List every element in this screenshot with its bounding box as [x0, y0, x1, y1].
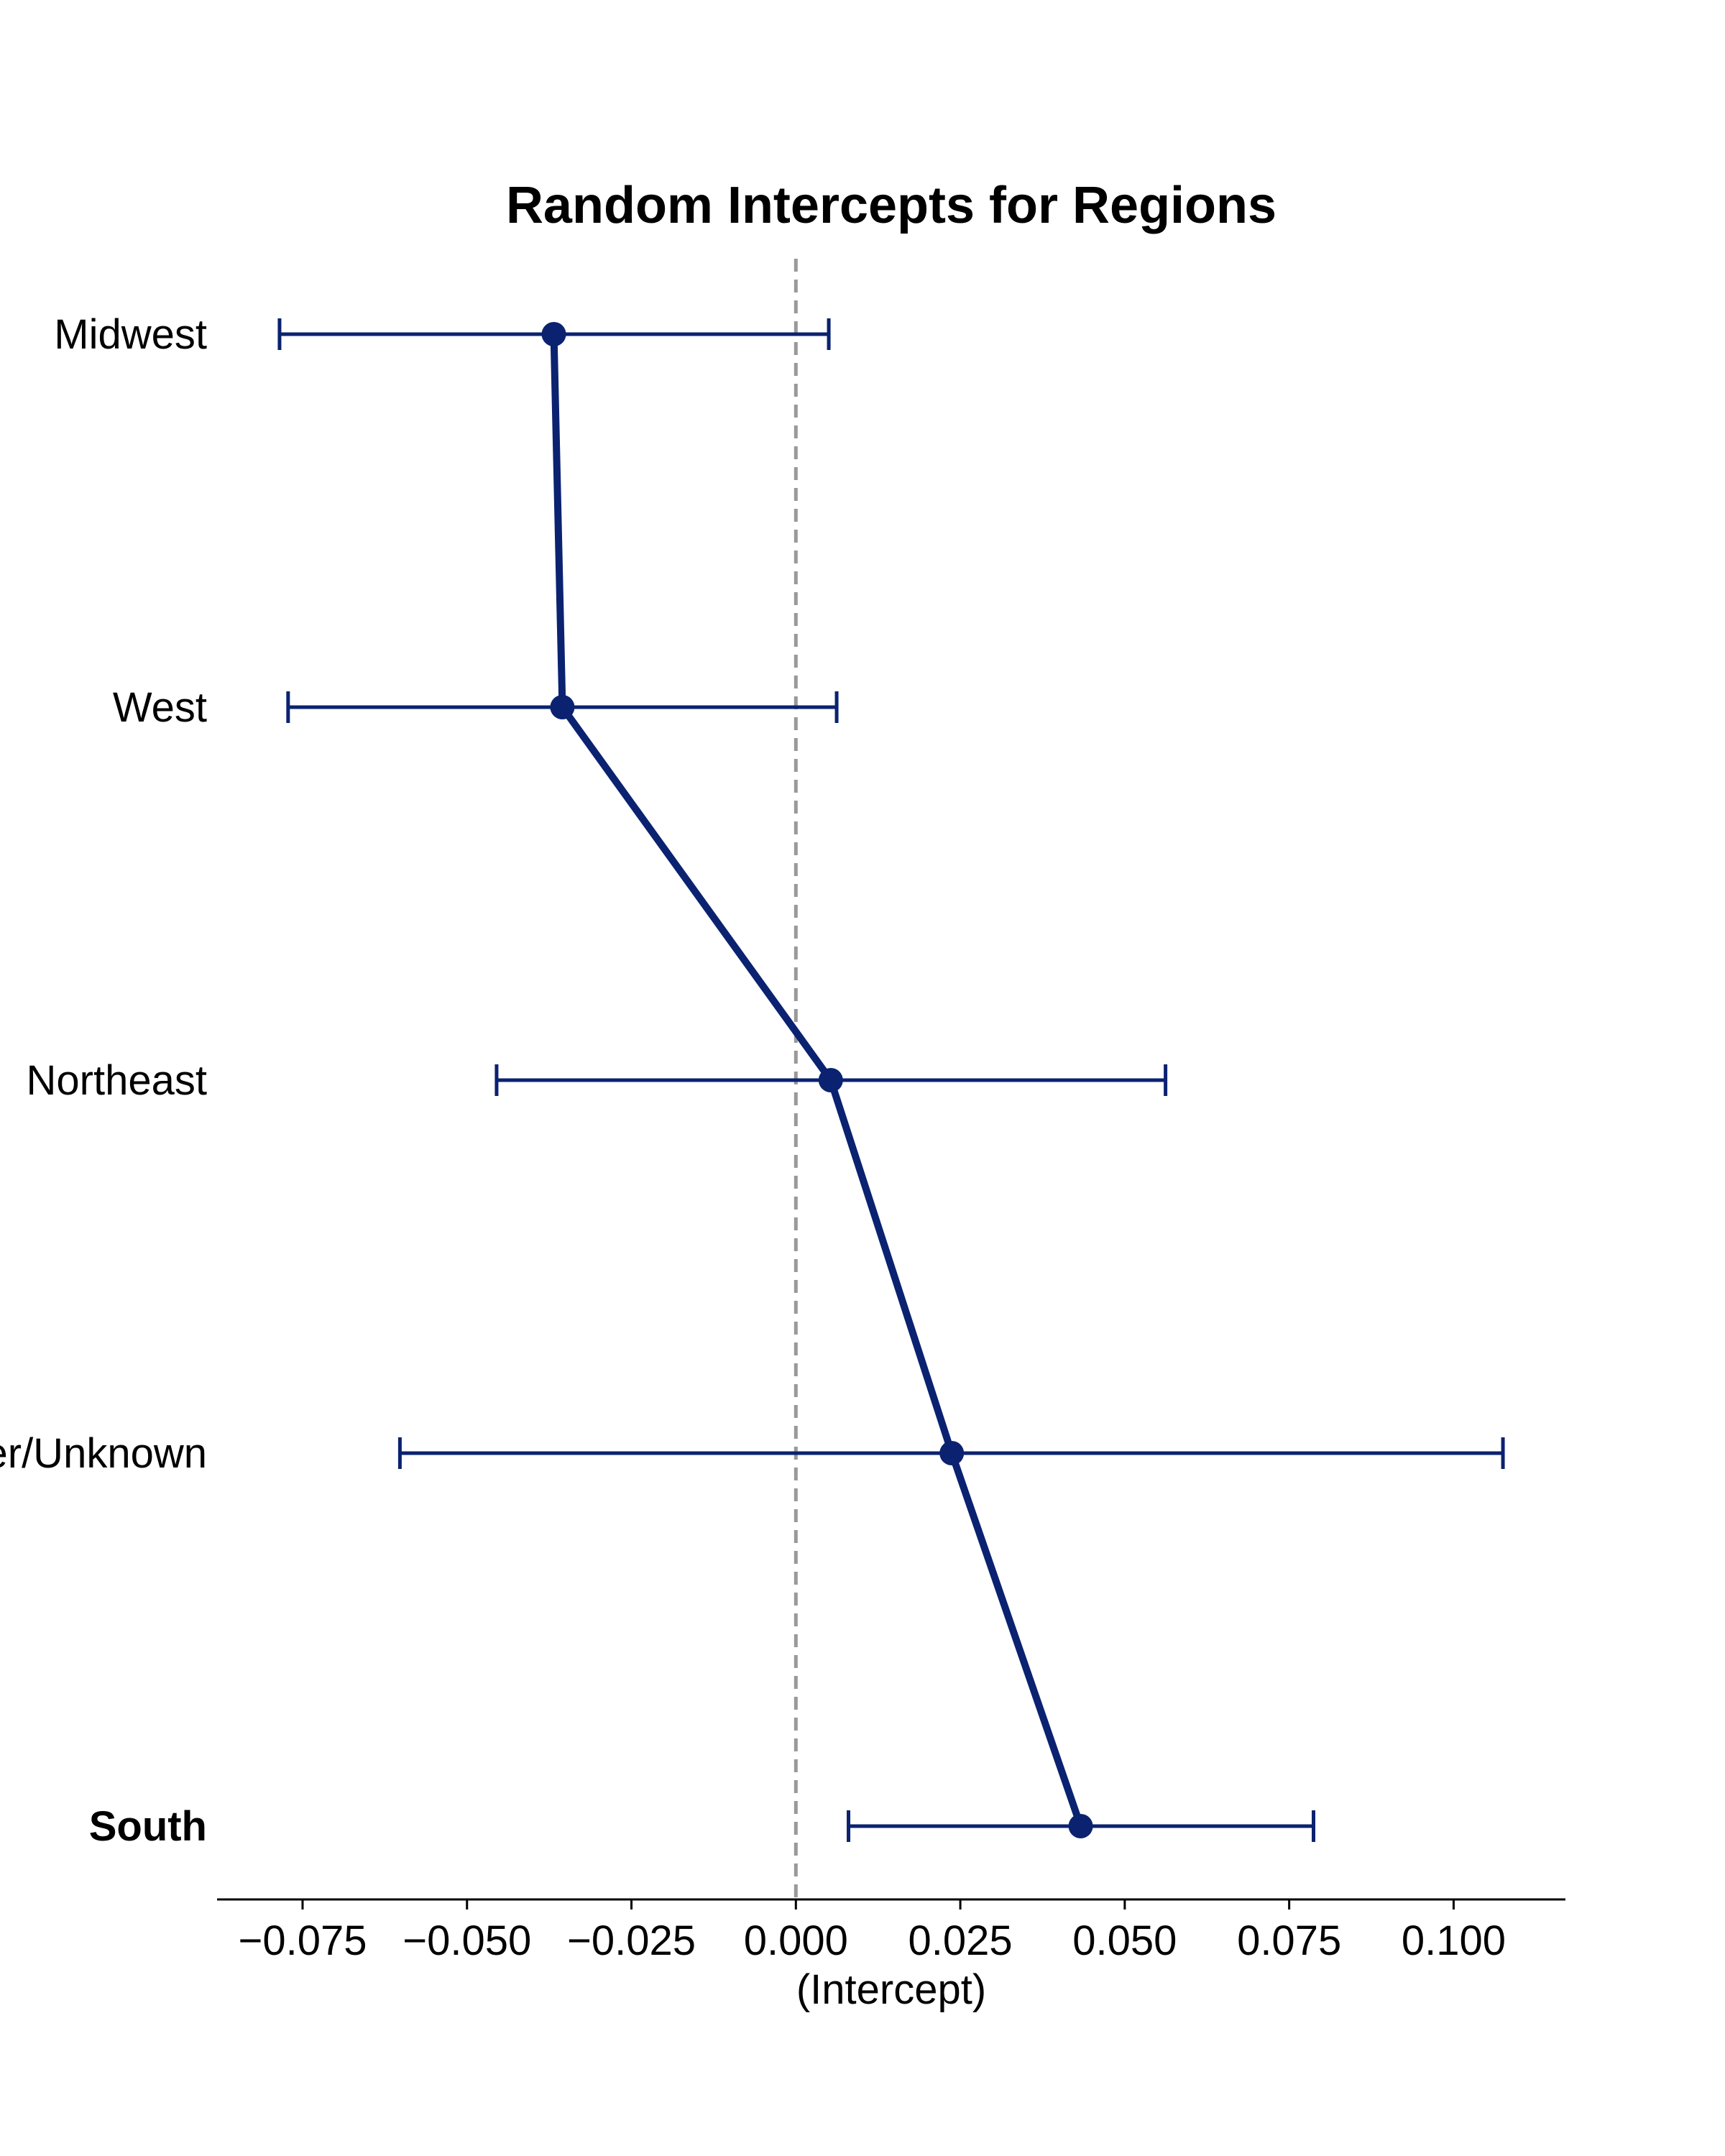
x-tick-label: 0.000	[744, 1917, 848, 1964]
y-tick-label: Midwest	[54, 311, 207, 358]
data-point	[550, 695, 575, 719]
x-tick-label: 0.050	[1072, 1917, 1177, 1964]
x-tick-label: 0.075	[1237, 1917, 1341, 1964]
x-tick-label: −0.050	[402, 1917, 531, 1964]
data-point	[1068, 1814, 1093, 1838]
x-axis: −0.075 −0.050 −0.025 0.000 0.025 0.050 0.075 0.…	[217, 1898, 1565, 1964]
chart-title: Random Intercepts for Regions	[506, 177, 1276, 234]
x-tick-label: 0.100	[1402, 1917, 1506, 1964]
x-tick-label: −0.075	[238, 1917, 367, 1964]
data-point	[541, 322, 566, 346]
y-tick-label: Other/Unknown	[0, 1430, 207, 1477]
y-tick-label: Northeast	[27, 1057, 207, 1104]
x-axis-label: (Intercept)	[796, 1966, 986, 2013]
data-point	[818, 1068, 843, 1092]
y-tick-labels: Midwest West Northeast Other/Unknown South	[0, 311, 207, 1850]
point-layer	[541, 322, 1093, 1838]
confidence-interval-layer	[277, 318, 1505, 1842]
x-tick-label: −0.025	[567, 1917, 696, 1964]
y-tick-label: South	[89, 1803, 207, 1850]
data-point	[939, 1441, 965, 1465]
x-tick-label: 0.025	[908, 1917, 1013, 1964]
y-tick-label: West	[113, 684, 207, 731]
